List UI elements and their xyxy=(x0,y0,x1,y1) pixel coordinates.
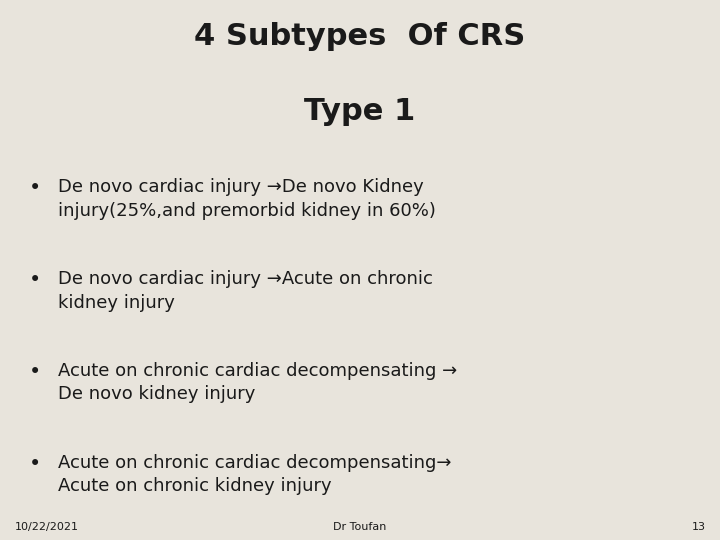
Text: Acute on chronic cardiac decompensating →
De novo kidney injury: Acute on chronic cardiac decompensating … xyxy=(58,362,457,403)
Text: Dr Toufan: Dr Toufan xyxy=(333,522,387,532)
Text: •: • xyxy=(29,270,41,290)
Text: •: • xyxy=(29,454,41,474)
Text: 10/22/2021: 10/22/2021 xyxy=(14,522,78,532)
Text: Acute on chronic cardiac decompensating→
Acute on chronic kidney injury: Acute on chronic cardiac decompensating→… xyxy=(58,454,451,495)
Text: 13: 13 xyxy=(692,522,706,532)
Text: Type 1: Type 1 xyxy=(305,97,415,126)
Text: De novo cardiac injury →Acute on chronic
kidney injury: De novo cardiac injury →Acute on chronic… xyxy=(58,270,433,312)
Text: •: • xyxy=(29,362,41,382)
Text: De novo cardiac injury →De novo Kidney
injury(25%,and premorbid kidney in 60%): De novo cardiac injury →De novo Kidney i… xyxy=(58,178,436,220)
Text: 4 Subtypes  Of CRS: 4 Subtypes Of CRS xyxy=(194,22,526,51)
Text: •: • xyxy=(29,178,41,198)
